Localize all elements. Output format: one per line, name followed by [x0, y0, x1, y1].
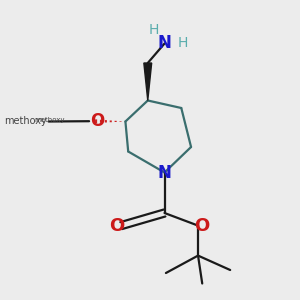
Text: H: H	[148, 23, 158, 37]
Text: N: N	[158, 164, 172, 181]
Text: N: N	[158, 34, 172, 52]
Text: methoxy: methoxy	[35, 117, 65, 123]
Text: O: O	[195, 217, 210, 235]
Polygon shape	[144, 63, 152, 100]
Text: H: H	[178, 36, 188, 50]
Text: O: O	[110, 217, 125, 235]
Text: methoxy: methoxy	[4, 116, 47, 127]
Text: O: O	[90, 112, 105, 130]
